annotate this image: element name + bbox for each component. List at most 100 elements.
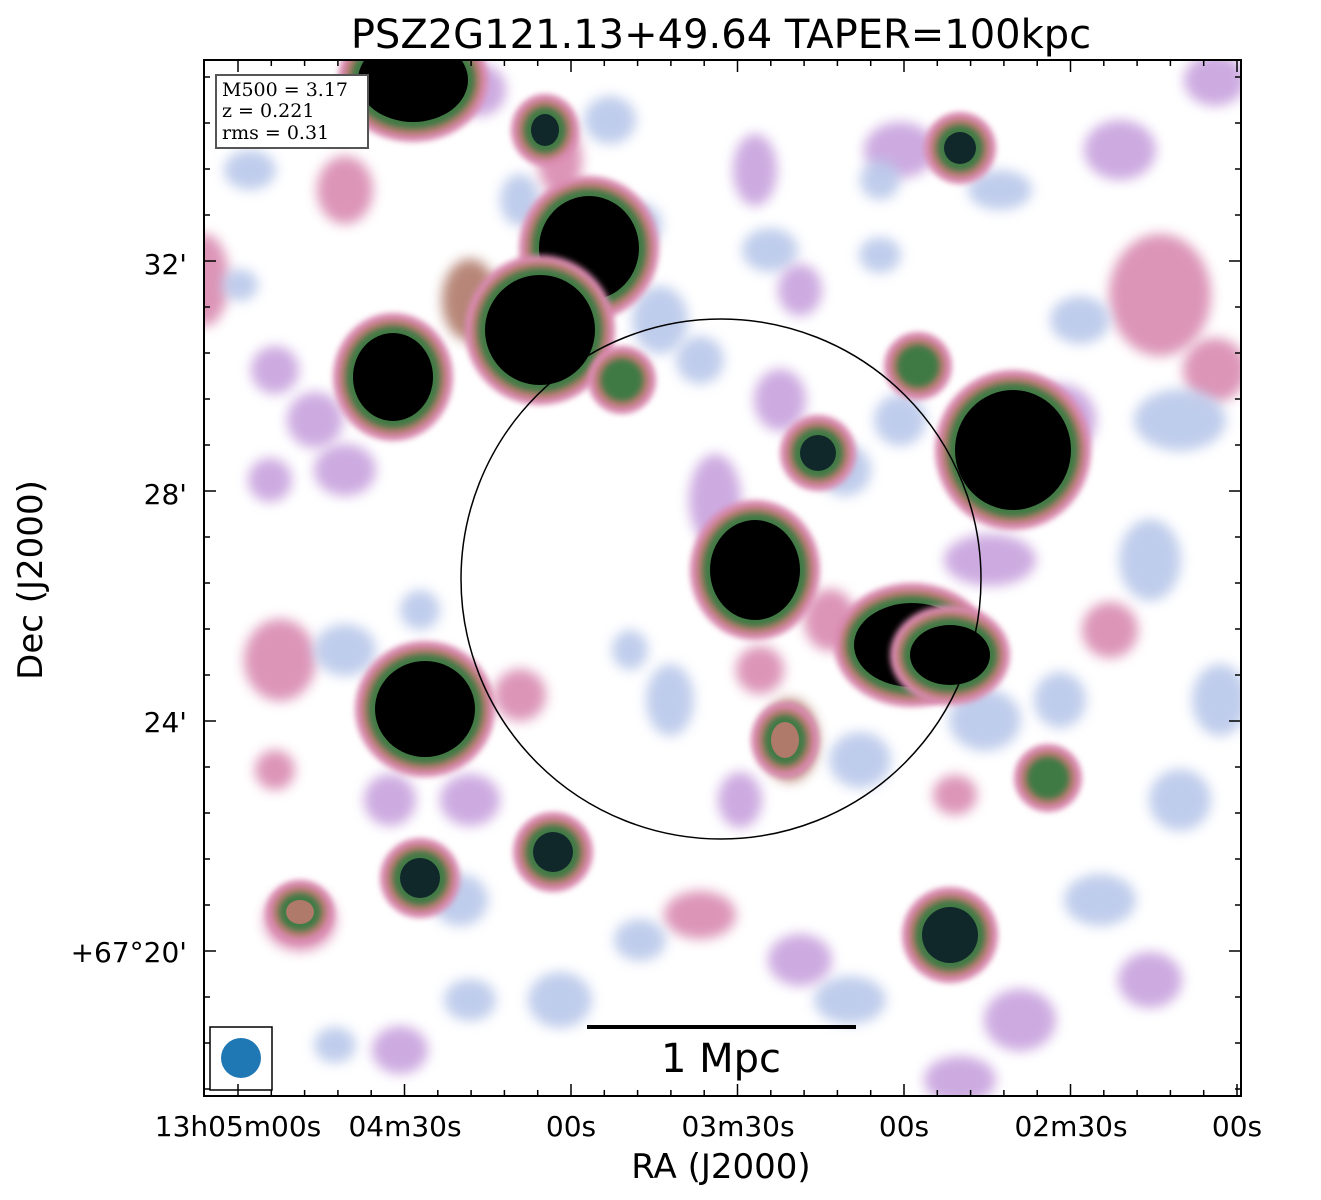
beam-ellipse bbox=[221, 1038, 261, 1078]
emission-blob bbox=[860, 160, 900, 200]
emission-blob bbox=[244, 619, 316, 701]
emission-blob bbox=[314, 444, 376, 496]
emission-blob bbox=[224, 150, 276, 190]
axis-ticks bbox=[204, 60, 1241, 1096]
emission-blob bbox=[364, 774, 416, 826]
radio-source bbox=[533, 832, 573, 872]
radio-source bbox=[922, 907, 978, 963]
emission-blob bbox=[1134, 389, 1226, 451]
radio-source bbox=[400, 858, 440, 898]
radio-source bbox=[531, 114, 559, 146]
emission-blob bbox=[494, 669, 546, 721]
emission-blob bbox=[248, 458, 292, 502]
emission-blob bbox=[1084, 120, 1156, 180]
x-tick-label: 13h05m00s bbox=[155, 1110, 322, 1143]
x-tick-label: 02m30s bbox=[1014, 1110, 1127, 1143]
y-tick-labels: 32' 28' 24' +67°20' bbox=[71, 248, 187, 969]
emission-blob bbox=[314, 624, 376, 676]
x-tick-label: 04m30s bbox=[348, 1110, 461, 1143]
radio-source bbox=[608, 366, 636, 394]
emission-blob bbox=[733, 134, 777, 206]
emission-blob bbox=[1192, 664, 1241, 736]
emission-blob bbox=[984, 989, 1056, 1051]
emission-blob bbox=[829, 732, 891, 788]
emission-blob bbox=[584, 96, 636, 144]
radio-source bbox=[710, 520, 800, 620]
emission-blob bbox=[814, 976, 886, 1024]
emission-blob bbox=[372, 1026, 428, 1074]
emission-blob bbox=[204, 234, 229, 326]
emission-blob bbox=[400, 590, 440, 630]
x-tick-labels: 13h05m00s 04m30s 00s 03m30s 00s 02m30s 0… bbox=[155, 1110, 1262, 1143]
emission-blob bbox=[1118, 952, 1182, 1008]
radio-source bbox=[1034, 764, 1062, 792]
emission-blob bbox=[1119, 519, 1181, 601]
emission-blob bbox=[255, 750, 295, 790]
radio-source bbox=[955, 390, 1071, 510]
emission-blob bbox=[924, 1056, 996, 1096]
emission-blob bbox=[944, 534, 1036, 586]
info-rms: rms = 0.31 bbox=[222, 122, 329, 144]
radio-sources-layer bbox=[266, 60, 1091, 983]
radio-source bbox=[485, 275, 595, 385]
emission-blob bbox=[968, 170, 1032, 210]
emission-blob bbox=[778, 264, 822, 316]
emission-blob bbox=[736, 646, 784, 694]
radio-source bbox=[358, 60, 468, 122]
radio-source bbox=[771, 722, 799, 758]
emission-blob bbox=[440, 774, 500, 826]
x-tick-label: 00s bbox=[879, 1110, 929, 1143]
y-tick-label: 24' bbox=[144, 706, 187, 739]
info-redshift: z = 0.221 bbox=[222, 100, 314, 122]
emission-blob bbox=[1149, 769, 1211, 831]
emission-blob bbox=[444, 979, 496, 1021]
emission-blob bbox=[1034, 672, 1086, 728]
x-tick-label: 03m30s bbox=[681, 1110, 794, 1143]
emission-blob bbox=[612, 630, 648, 670]
r500-circle bbox=[460, 318, 982, 840]
emission-blob bbox=[222, 269, 258, 301]
emission-blob bbox=[528, 972, 592, 1028]
info-box bbox=[215, 74, 369, 149]
emission-blob bbox=[768, 934, 832, 986]
emission-blob bbox=[676, 336, 724, 384]
x-tick-label: 00s bbox=[546, 1110, 596, 1143]
emission-blob bbox=[1183, 338, 1241, 402]
emission-blob bbox=[754, 369, 806, 431]
radio-source bbox=[944, 132, 976, 164]
radio-source bbox=[904, 352, 932, 380]
emission-blob bbox=[718, 772, 762, 828]
x-axis-label: RA (J2000) bbox=[631, 1147, 810, 1187]
info-m500: M500 = 3.17 bbox=[222, 79, 348, 101]
emission-blob bbox=[874, 394, 926, 446]
emission-blob bbox=[646, 664, 694, 736]
emission-blob bbox=[1082, 602, 1138, 658]
y-tick-label: 32' bbox=[144, 248, 187, 281]
scale-bar-label: 1 Mpc bbox=[661, 1036, 781, 1082]
radio-source bbox=[800, 435, 836, 471]
emission-blob bbox=[1050, 296, 1110, 344]
radio-source bbox=[910, 625, 990, 685]
y-axis-label: Dec (J2000) bbox=[11, 480, 51, 680]
radio-source bbox=[353, 333, 433, 421]
emission-blob bbox=[933, 775, 977, 815]
radio-source bbox=[375, 661, 475, 757]
radio-image bbox=[204, 60, 1241, 1096]
x-tick-label: 00s bbox=[1212, 1110, 1262, 1143]
y-tick-label: +67°20' bbox=[71, 936, 187, 969]
emission-blob bbox=[317, 156, 373, 224]
emission-blob bbox=[1109, 234, 1211, 356]
y-tick-label: 28' bbox=[144, 478, 187, 511]
emission-blob bbox=[287, 392, 343, 448]
chart-title: PSZ2G121.13+49.64 TAPER=100kpc bbox=[351, 12, 1091, 58]
emission-blob bbox=[859, 237, 901, 273]
emission-blob bbox=[314, 1027, 356, 1063]
radio-source bbox=[286, 900, 314, 924]
emission-blob bbox=[251, 346, 299, 394]
plot-frame bbox=[203, 59, 1242, 1097]
emission-blob bbox=[632, 286, 688, 354]
emission-blob bbox=[614, 919, 666, 961]
emission-blob bbox=[1184, 60, 1241, 106]
emission-blob bbox=[1064, 874, 1136, 926]
